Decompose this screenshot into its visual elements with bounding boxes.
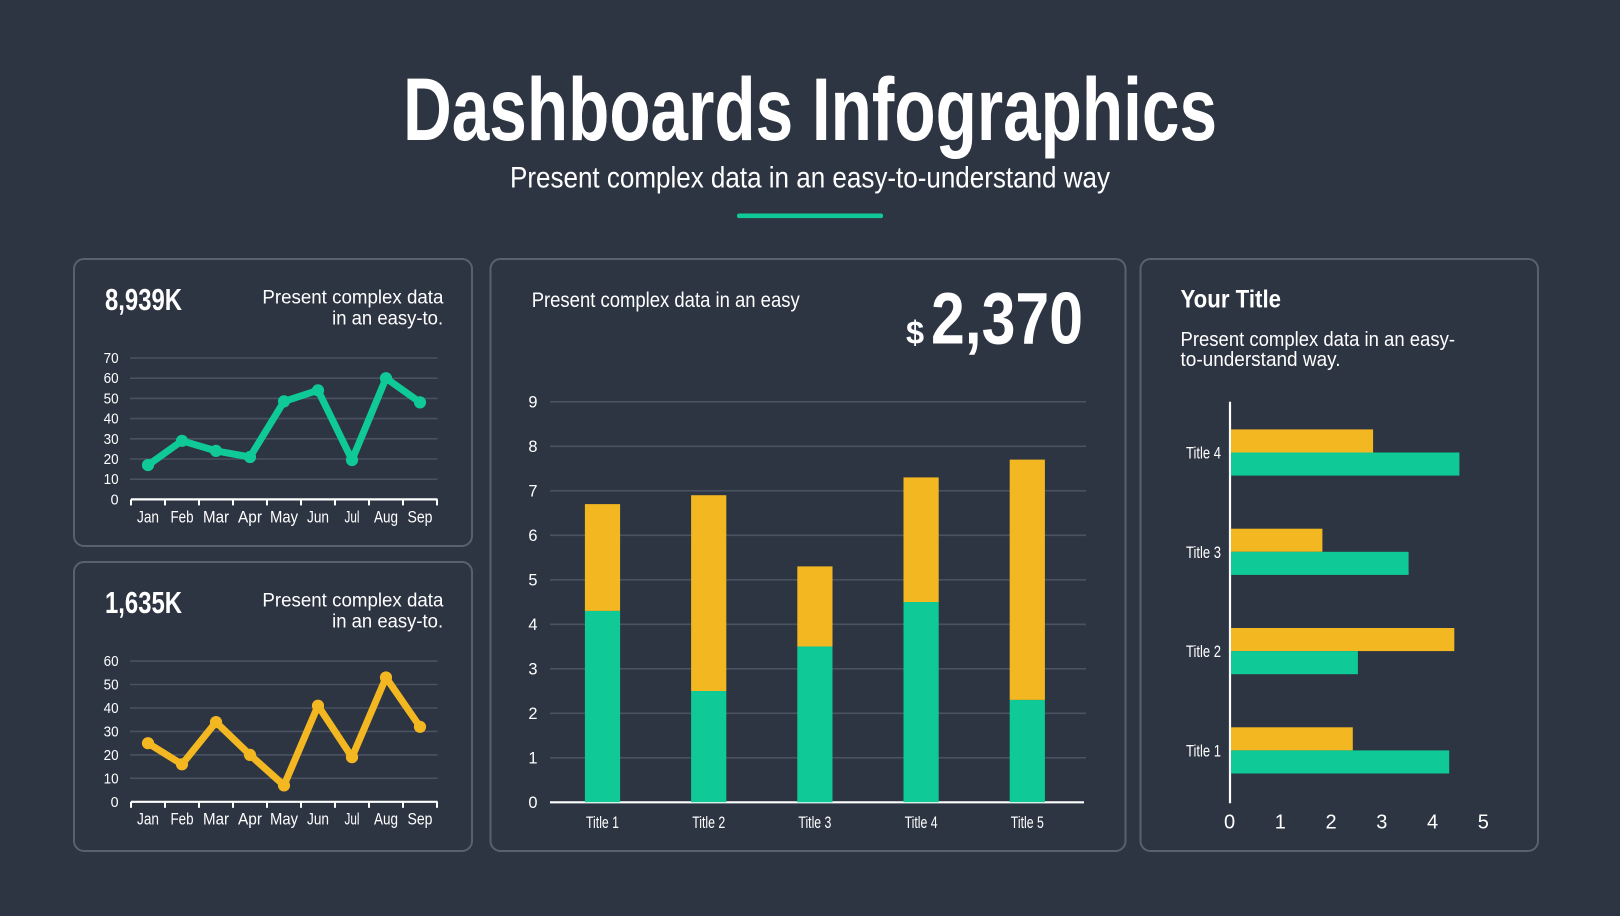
svg-text:Jul: Jul bbox=[345, 810, 360, 829]
svg-text:Title 3: Title 3 bbox=[798, 813, 831, 832]
svg-text:Present complex data in an eas: Present complex data in an easy-to-under… bbox=[510, 161, 1110, 194]
svg-text:50: 50 bbox=[104, 678, 119, 694]
svg-text:Your Title: Your Title bbox=[1181, 287, 1282, 314]
svg-text:May: May bbox=[270, 507, 298, 526]
svg-text:2: 2 bbox=[1325, 811, 1336, 833]
svg-text:Present complex data in an eas: Present complex data in an easy- bbox=[1181, 329, 1456, 351]
svg-text:20: 20 bbox=[104, 452, 119, 468]
svg-text:10: 10 bbox=[104, 771, 119, 787]
svg-text:Title 4: Title 4 bbox=[905, 813, 938, 832]
svg-text:0: 0 bbox=[111, 795, 119, 811]
svg-text:4: 4 bbox=[528, 616, 537, 634]
svg-text:Title 1: Title 1 bbox=[586, 813, 619, 832]
svg-text:Aug: Aug bbox=[374, 810, 398, 829]
svg-text:5: 5 bbox=[1478, 811, 1489, 833]
svg-text:6: 6 bbox=[528, 527, 537, 545]
svg-text:50: 50 bbox=[104, 391, 119, 407]
svg-text:Present complex data in an eas: Present complex data in an easy bbox=[532, 288, 800, 312]
svg-text:3: 3 bbox=[1376, 811, 1387, 833]
svg-text:60: 60 bbox=[104, 371, 119, 387]
svg-text:5: 5 bbox=[528, 572, 537, 590]
svg-text:40: 40 bbox=[104, 412, 119, 428]
svg-text:Present complex data: Present complex data bbox=[262, 287, 443, 308]
svg-text:10: 10 bbox=[104, 472, 119, 488]
svg-text:to-understand way.: to-understand way. bbox=[1181, 349, 1341, 371]
svg-text:Aug: Aug bbox=[374, 507, 398, 526]
svg-text:Title 2: Title 2 bbox=[1186, 642, 1221, 661]
svg-text:70: 70 bbox=[104, 351, 119, 367]
svg-text:Present complex data: Present complex data bbox=[262, 590, 443, 611]
svg-text:in an easy-to.: in an easy-to. bbox=[332, 612, 443, 633]
svg-text:in an easy-to.: in an easy-to. bbox=[332, 309, 443, 330]
svg-text:Jan: Jan bbox=[137, 507, 159, 526]
svg-text:30: 30 bbox=[104, 432, 119, 448]
svg-text:0: 0 bbox=[111, 492, 119, 508]
svg-text:Sep: Sep bbox=[408, 507, 433, 526]
svg-text:0: 0 bbox=[1224, 811, 1235, 833]
svg-text:May: May bbox=[270, 810, 298, 829]
svg-text:Apr: Apr bbox=[238, 810, 262, 829]
svg-text:Mar: Mar bbox=[203, 507, 229, 526]
svg-text:Jun: Jun bbox=[307, 507, 329, 526]
svg-text:20: 20 bbox=[104, 748, 119, 764]
svg-text:$: $ bbox=[906, 315, 924, 351]
svg-text:Title 3: Title 3 bbox=[1186, 543, 1221, 562]
svg-text:Title 2: Title 2 bbox=[692, 813, 725, 832]
svg-text:1: 1 bbox=[528, 750, 537, 768]
svg-text:1,635K: 1,635K bbox=[105, 585, 182, 620]
svg-text:2: 2 bbox=[528, 705, 537, 723]
svg-text:Dashboards Infographics: Dashboards Infographics bbox=[403, 59, 1217, 159]
svg-text:Feb: Feb bbox=[171, 810, 194, 829]
svg-text:Apr: Apr bbox=[238, 507, 262, 526]
svg-text:Title 1: Title 1 bbox=[1186, 741, 1221, 760]
svg-text:8: 8 bbox=[528, 438, 537, 456]
svg-text:3: 3 bbox=[528, 661, 537, 679]
svg-text:0: 0 bbox=[528, 794, 537, 812]
svg-text:8,939K: 8,939K bbox=[105, 282, 182, 317]
svg-text:Title 5: Title 5 bbox=[1011, 813, 1044, 832]
svg-text:Jan: Jan bbox=[137, 810, 159, 829]
svg-text:1: 1 bbox=[1275, 811, 1286, 833]
svg-text:30: 30 bbox=[104, 724, 119, 740]
svg-text:Feb: Feb bbox=[171, 507, 194, 526]
svg-text:Sep: Sep bbox=[408, 810, 433, 829]
svg-text:Jun: Jun bbox=[307, 810, 329, 829]
svg-text:2,370: 2,370 bbox=[931, 279, 1083, 360]
svg-text:7: 7 bbox=[528, 483, 537, 501]
svg-text:Jul: Jul bbox=[345, 507, 360, 526]
svg-text:4: 4 bbox=[1427, 811, 1438, 833]
svg-text:60: 60 bbox=[104, 654, 119, 670]
svg-text:Title 4: Title 4 bbox=[1186, 444, 1221, 463]
svg-text:Mar: Mar bbox=[203, 810, 229, 829]
svg-text:9: 9 bbox=[528, 394, 537, 412]
svg-text:40: 40 bbox=[104, 701, 119, 717]
